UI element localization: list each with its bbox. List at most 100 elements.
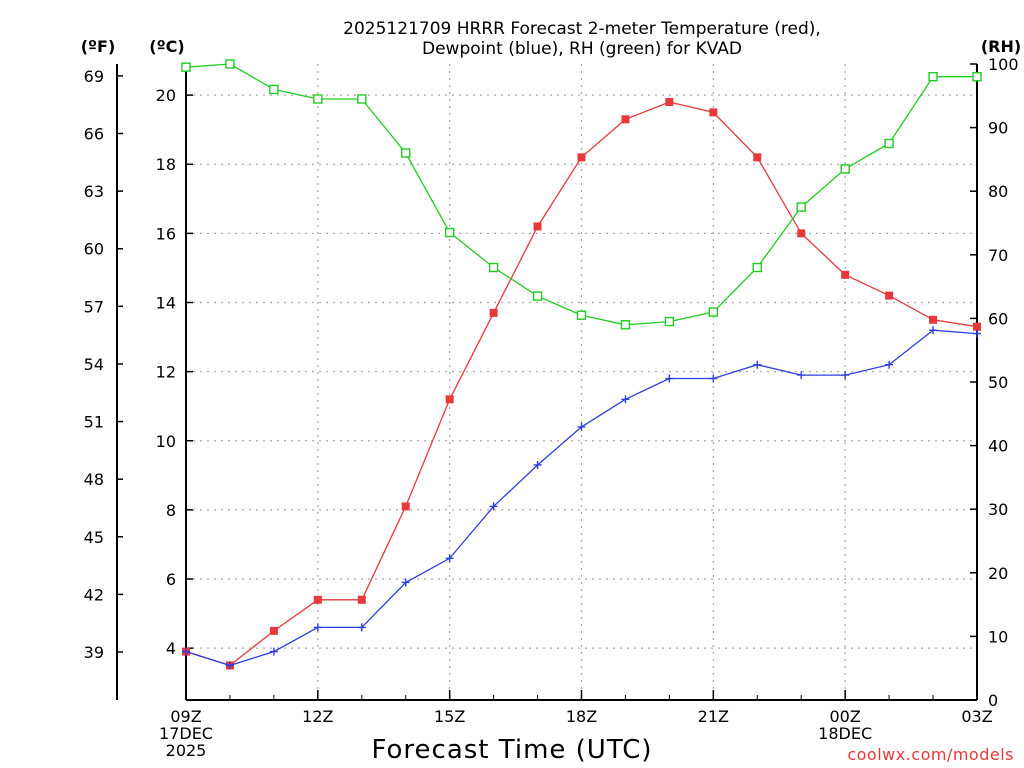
temperature-point (665, 98, 674, 107)
dewpoint-point (665, 374, 674, 383)
rh-point (708, 307, 719, 317)
rh-point (576, 310, 587, 320)
fahrenheit-tick-label: 63 (84, 182, 104, 201)
series-dewpoint (182, 326, 981, 670)
x-tick-label: 17DEC (159, 724, 213, 743)
rh-point (488, 262, 499, 273)
temperature-line (185, 101, 978, 667)
fahrenheit-tick-label: 57 (84, 297, 104, 316)
rh-point (620, 320, 631, 330)
fahrenheit-tick-label: 66 (84, 125, 104, 144)
rh-tick-label: 20 (988, 564, 1008, 583)
rh-tick-label: 30 (988, 500, 1008, 519)
rh-line (185, 63, 977, 326)
celsius-tick-label: 8 (166, 501, 176, 520)
x-tick-label: 00Z (830, 707, 861, 726)
rh-tick-label: 0 (988, 691, 998, 710)
dewpoint-point (577, 422, 586, 431)
fahrenheit-tick-label: 54 (84, 355, 104, 374)
dewpoint-point (929, 326, 938, 335)
temperature-point (357, 595, 366, 604)
dewpoint-point (533, 460, 542, 469)
rh-point (972, 72, 982, 82)
rh-tick-label: 80 (988, 182, 1008, 201)
dewpoint-point (357, 623, 366, 632)
dewpoint-point (489, 502, 498, 511)
temperature-point (621, 115, 630, 124)
rh-tick-label: 50 (988, 373, 1008, 392)
dewpoint-point (313, 623, 322, 632)
fahrenheit-tick-label: 42 (84, 585, 104, 604)
temperature-point (709, 108, 718, 117)
credit-text: coolwx.com/models (847, 745, 1014, 764)
celsius-unit-label: (ºC) (149, 37, 184, 56)
rh-tick-label: 70 (988, 246, 1008, 265)
dewpoint-point (973, 329, 981, 338)
celsius-tick-label: 16 (156, 224, 176, 243)
dewpoint-point (225, 661, 234, 670)
rh-point (313, 94, 323, 104)
temperature-point (577, 153, 586, 162)
rh-point (884, 138, 894, 149)
temperature-point (533, 222, 542, 231)
rh-tick-label: 10 (988, 627, 1008, 646)
rh-tick-label: 100 (988, 55, 1019, 74)
celsius-tick-label: 12 (156, 363, 176, 382)
rh-tick-label: 60 (988, 309, 1008, 328)
rh-tick-label: 90 (988, 119, 1008, 138)
dewpoint-point (182, 647, 190, 656)
x-tick-label: 21Z (698, 707, 729, 726)
x-tick-label: 18Z (566, 707, 597, 726)
x-tick-label: 18DEC (818, 724, 872, 743)
rh-tick-label: 40 (988, 437, 1008, 456)
rh-point (444, 227, 455, 238)
x-tick-label: 09Z (170, 707, 201, 726)
temperature-point (753, 153, 762, 162)
rh-point (752, 262, 762, 273)
fahrenheit-tick-label: 60 (84, 240, 104, 259)
rh-point (928, 72, 938, 82)
chart-title-line-2: Dewpoint (blue), RH (green) for KVAD (422, 39, 742, 59)
rh-point (225, 59, 235, 69)
rh-point (796, 202, 806, 212)
celsius-tick-label: 10 (156, 432, 176, 451)
chart-title-line-1: 2025121709 HRRR Forecast 2-meter Tempera… (343, 19, 821, 39)
celsius-tick-label: 6 (166, 570, 176, 589)
x-tick-label: 15Z (434, 707, 465, 726)
x-tick-label: 2025 (166, 741, 207, 760)
x-tick-label: 12Z (302, 707, 333, 726)
dewpoint-point (885, 360, 894, 369)
rh-point (401, 148, 411, 158)
rh-point (269, 84, 279, 95)
rh-unit-label: (RH) (981, 37, 1021, 56)
rh-point (664, 316, 675, 327)
axes (116, 63, 978, 701)
temperature-point (313, 595, 322, 604)
x-axis-label: Forecast Time (UTC) (371, 735, 652, 765)
dewpoint-point (269, 647, 278, 656)
rh-point (357, 94, 367, 104)
temperature-point (841, 270, 850, 279)
fahrenheit-tick-label: 69 (84, 67, 104, 86)
fahrenheit-tick-label: 48 (84, 470, 104, 489)
rh-point (532, 291, 543, 301)
temperature-point (929, 315, 938, 324)
celsius-tick-label: 4 (166, 639, 176, 658)
series-group (181, 59, 982, 670)
fahrenheit-tick-label: 51 (84, 413, 104, 432)
dewpoint-point (753, 360, 762, 369)
temperature-point (885, 291, 894, 300)
tick-labels: 4 6 8 10 12 14 16 18 20 39 42 45 48 51 54 57 60 63 66 69 0 10… (84, 55, 1019, 760)
dewpoint-point (797, 371, 806, 380)
dewpoint-point (709, 374, 718, 383)
fahrenheit-tick-label: 39 (84, 643, 104, 662)
temperature-point (973, 322, 981, 331)
fahrenheit-tick-label: 45 (84, 528, 104, 547)
temperature-point (269, 626, 278, 635)
celsius-tick-label: 20 (156, 86, 176, 105)
temperature-point (445, 395, 454, 404)
fahrenheit-unit-label: (ºF) (81, 37, 116, 56)
series-rh (181, 59, 982, 330)
x-tick-label: 03Z (961, 707, 992, 726)
